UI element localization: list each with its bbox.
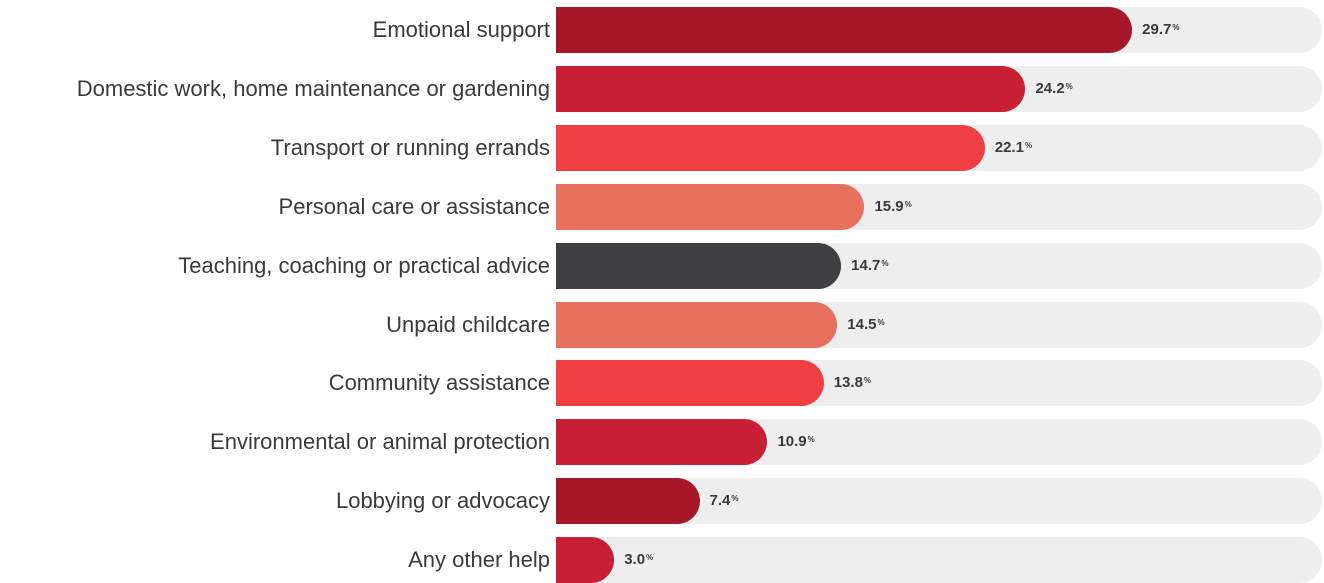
bar (556, 360, 824, 407)
category-label: Emotional support (372, 17, 550, 42)
value-label: 7.4% (710, 491, 739, 511)
bar (556, 478, 700, 525)
percent-sign: % (731, 494, 739, 504)
bar (556, 419, 768, 466)
bar (556, 242, 842, 289)
bar (556, 301, 838, 348)
value-number: 10.9 (777, 433, 807, 451)
value-label: 3.0% (624, 550, 653, 570)
value-label: 14.5% (847, 315, 884, 335)
category-label: Environmental or animal protection (210, 429, 550, 455)
bar (556, 183, 865, 230)
category-label: Personal care or assistance (278, 193, 550, 219)
bar (556, 7, 1133, 53)
category-label: Transport or running errands (270, 134, 550, 160)
percent-sign: % (646, 553, 654, 563)
value-label: 22.1% (995, 138, 1032, 158)
category-label: Community assistance (328, 370, 550, 396)
value-number: 22.1 (994, 138, 1024, 156)
percent-sign: % (807, 435, 815, 445)
category-label: Any other help (408, 547, 550, 573)
bar (556, 65, 1026, 112)
percent-sign: % (904, 199, 912, 209)
value-number: 15.9 (874, 197, 904, 215)
value-label: 14.7% (851, 256, 888, 276)
bar-track (556, 537, 1322, 583)
value-number: 29.7 (1142, 21, 1172, 38)
category-label: Domestic work, home maintenance or garde… (76, 75, 550, 101)
value-number: 3.0 (624, 551, 646, 569)
category-label: Lobbying or advocacy (335, 488, 550, 514)
percent-sign: % (1024, 140, 1033, 150)
bar (556, 124, 985, 171)
category-label: Unpaid childcare (386, 311, 550, 337)
value-number: 24.2 (1035, 79, 1065, 97)
value-label: 24.2% (1035, 79, 1072, 99)
value-label: 15.9% (874, 197, 911, 217)
value-label: 29.7% (1142, 20, 1179, 40)
bar (556, 537, 615, 583)
percent-sign: % (1065, 81, 1073, 91)
percent-sign: % (881, 258, 889, 268)
value-number: 13.8 (833, 374, 863, 392)
value-number: 7.4 (709, 492, 731, 510)
value-number: 14.5 (847, 315, 877, 333)
value-label: 13.8% (834, 373, 871, 393)
percent-sign: % (877, 317, 885, 327)
percent-sign: % (1172, 23, 1180, 32)
category-label: Teaching, coaching or practical advice (178, 252, 550, 278)
value-label: 10.9% (777, 432, 814, 452)
value-number: 14.7 (851, 256, 881, 274)
percent-sign: % (863, 376, 872, 386)
